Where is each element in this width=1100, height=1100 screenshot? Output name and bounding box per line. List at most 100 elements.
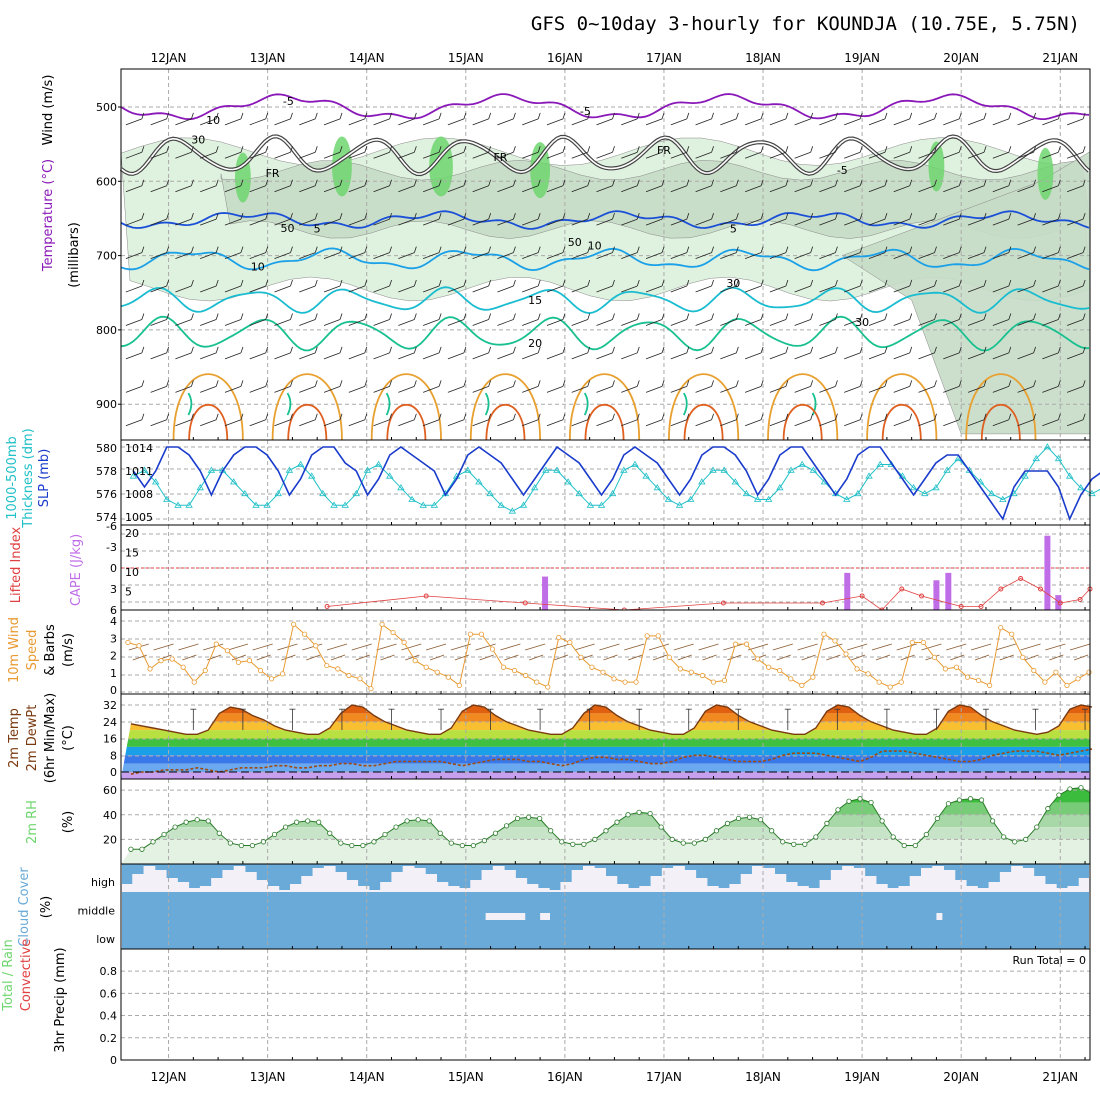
wind-barb <box>967 218 985 226</box>
date-label-top: 12JAN <box>151 51 187 65</box>
cloud-gap <box>481 870 494 892</box>
wind-barb-flag <box>191 346 194 354</box>
wind-barb-flag <box>835 179 838 186</box>
wind-barb-flag <box>884 413 888 420</box>
thickness-point <box>1077 484 1085 491</box>
wind-barb <box>744 319 762 326</box>
wind-barb-flag <box>958 246 962 253</box>
wind-barb <box>398 151 415 159</box>
wind-barb <box>546 352 564 360</box>
thickness-point <box>943 466 951 473</box>
wind-barb-flag <box>166 246 170 253</box>
thickness-point <box>653 484 661 491</box>
li-series-line <box>327 578 1091 611</box>
ylabel-thickness-unit: Thickness (dm) <box>21 428 36 528</box>
wind-barb <box>943 218 960 226</box>
wind-barb <box>422 419 440 427</box>
wind-barb <box>720 252 737 259</box>
wind-barb <box>670 151 687 159</box>
thickness-point <box>464 466 472 473</box>
wind-barb <box>603 654 618 661</box>
wind-barb <box>175 218 192 226</box>
wind-barb-flag <box>364 380 368 387</box>
wind-speed-point <box>158 658 164 664</box>
label-rh50: 50 <box>568 236 582 249</box>
wind-barb-flag <box>884 346 888 354</box>
wind-barb <box>330 654 346 661</box>
wind-barb-flag <box>463 346 467 354</box>
wind-barb <box>224 218 242 226</box>
wind-barb <box>918 218 935 226</box>
thickness-point <box>508 507 517 514</box>
wind-barb-flag <box>339 413 343 420</box>
wind-barb <box>943 419 960 427</box>
wind-barb-flag <box>513 146 516 153</box>
wind-barb-flag <box>785 246 789 253</box>
wind-barbs <box>125 112 1086 427</box>
rh-moist-pocket <box>1037 147 1054 200</box>
wind-speed-point <box>346 672 352 679</box>
wind-barb-flag <box>735 213 739 220</box>
wind-barb <box>943 118 960 126</box>
thickness-point <box>285 466 294 473</box>
li-point <box>998 586 1004 592</box>
wind-barb <box>673 643 694 651</box>
wind-barb-flag <box>191 179 194 186</box>
isotherm-30-loop <box>980 403 1021 441</box>
wind-barb <box>992 218 1009 226</box>
wind-barb-flag <box>1082 279 1086 287</box>
cloud-gap <box>1078 878 1091 892</box>
cloud-gap <box>560 882 573 892</box>
wind-barb <box>405 654 420 661</box>
wind-barb-flag <box>1033 346 1036 354</box>
rh-point <box>260 839 267 845</box>
rh-point <box>481 838 488 844</box>
wind-barb-flag <box>314 413 318 420</box>
thickness-point <box>720 466 728 473</box>
wind-barb <box>422 185 440 193</box>
rh-point <box>371 839 377 845</box>
wind-speed-point <box>313 643 319 649</box>
li-point <box>1018 576 1024 581</box>
wind-barb <box>323 252 341 259</box>
wind-barb-flag <box>438 313 442 320</box>
isotherm-25-loop <box>568 373 641 441</box>
wind-barb-flag <box>636 112 640 119</box>
wind-barb <box>373 218 390 226</box>
cloud-gap <box>808 888 821 892</box>
wind-speed-point <box>235 659 242 665</box>
wind-speed-point <box>467 631 474 637</box>
wind-barb-flag <box>636 313 640 320</box>
wind-barb-flag <box>215 179 219 186</box>
thickness-point <box>597 501 606 508</box>
wind-barb-flag <box>364 346 368 354</box>
label-rh30: 30 <box>191 133 205 146</box>
wind-barb <box>596 319 613 326</box>
wind-barb <box>744 185 762 193</box>
wind-speed-point <box>423 664 429 670</box>
wind-barb <box>819 151 836 159</box>
wind-speed-point <box>1042 679 1048 685</box>
wind-barb-flag <box>240 246 244 253</box>
wind-speed-point <box>578 654 584 660</box>
wind-barb <box>967 151 985 159</box>
cloud-gap <box>1033 876 1046 892</box>
wind-barb-flag <box>686 313 690 320</box>
wind-barb-flag <box>612 146 615 153</box>
wind-barb <box>373 285 390 293</box>
cloud-level-label: low <box>96 933 115 946</box>
date-label-top: 14JAN <box>349 51 385 65</box>
wind-barb <box>398 218 415 226</box>
rh-point <box>161 831 167 838</box>
wind-barb <box>546 252 564 259</box>
wind-speed-point <box>832 638 838 644</box>
label-rh30: 30 <box>855 316 869 329</box>
wind-barb <box>398 252 415 259</box>
temp-band <box>121 721 1090 731</box>
rh-moist-pocket <box>530 142 551 199</box>
cloud-gap <box>222 870 235 892</box>
wind-barb <box>175 185 192 193</box>
wind-barb-flag <box>215 380 219 387</box>
wind-barb <box>1017 185 1034 193</box>
thickness-series-line <box>133 446 1100 512</box>
